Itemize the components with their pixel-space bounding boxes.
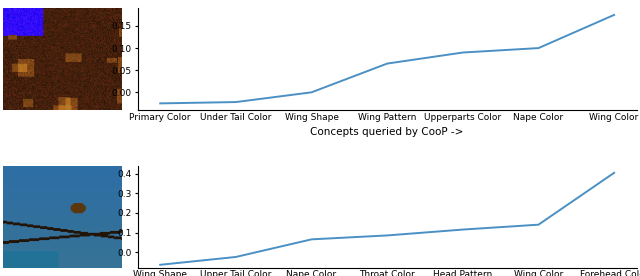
X-axis label: Concepts queried by CooP ->: Concepts queried by CooP -> [310,127,464,137]
